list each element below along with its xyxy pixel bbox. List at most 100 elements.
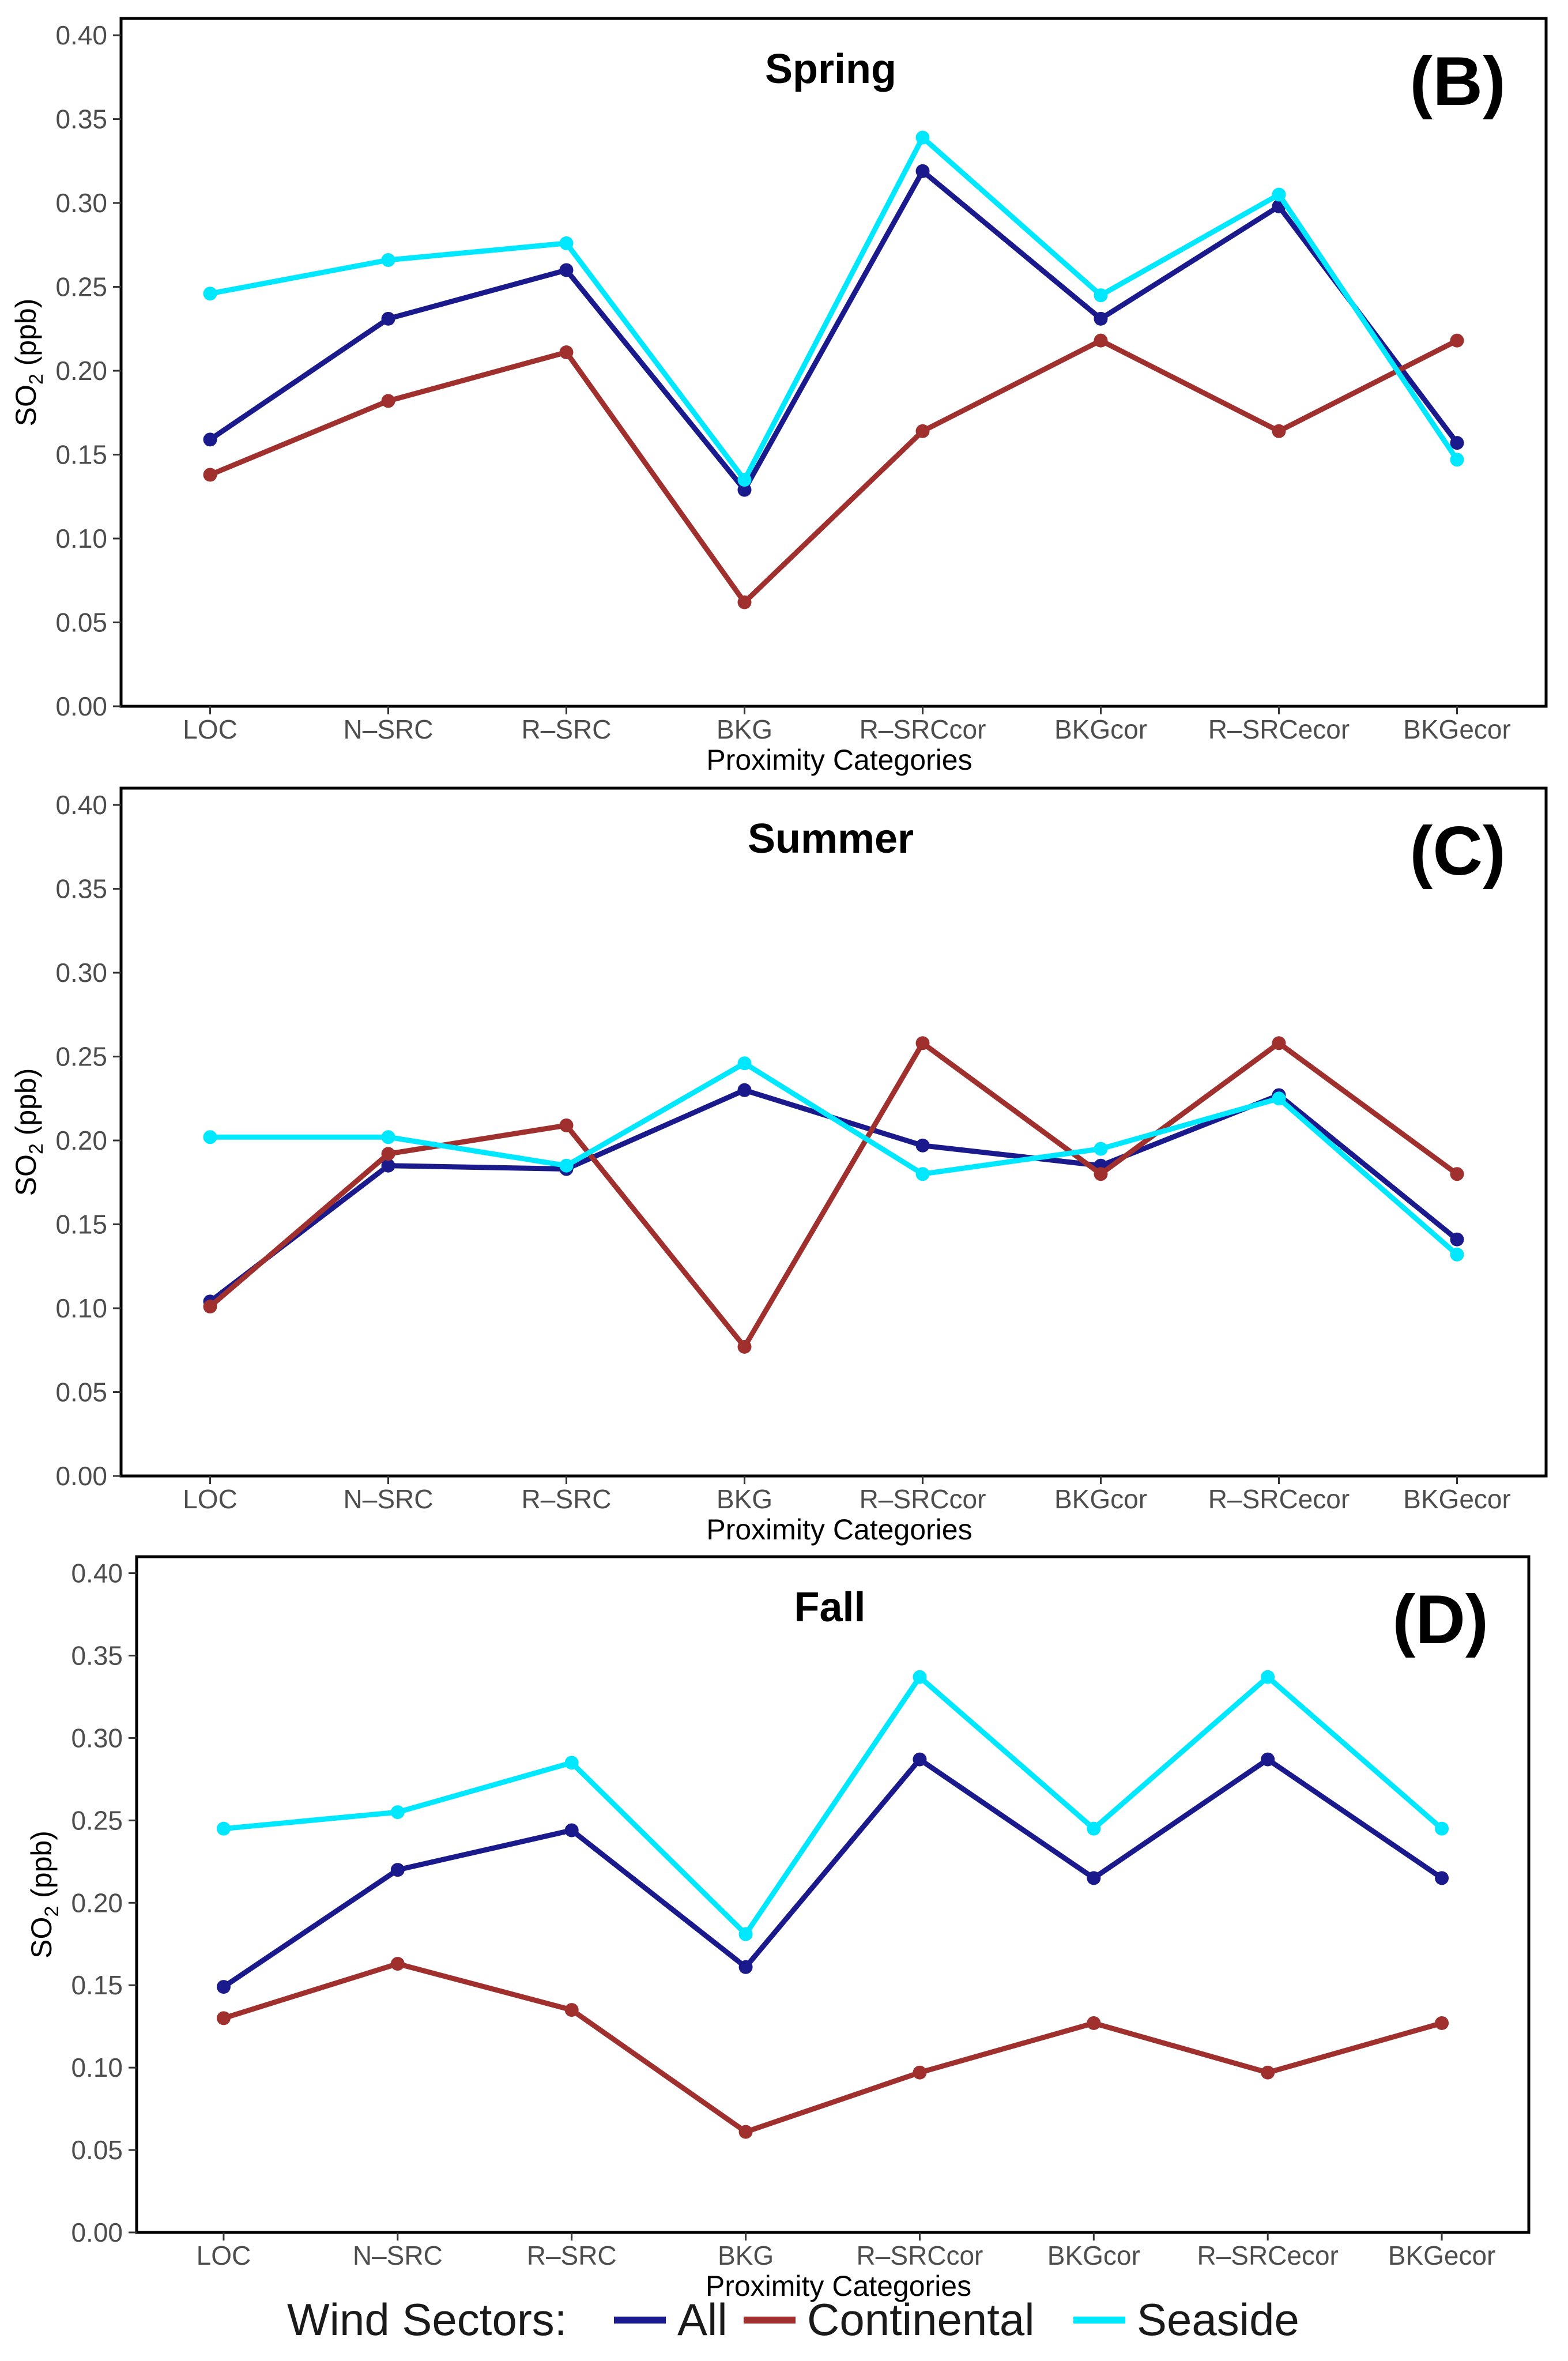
x-tick-label: BKG bbox=[717, 714, 772, 744]
point-all bbox=[1094, 311, 1108, 326]
point-all bbox=[381, 1158, 395, 1173]
y-axis-title-unit: (ppb) bbox=[10, 1068, 42, 1144]
panel-tag: (D) bbox=[1392, 1581, 1488, 1658]
series-all bbox=[216, 1752, 1449, 1994]
y-tick-label: 0.20 bbox=[55, 356, 107, 386]
point-all bbox=[1435, 1871, 1449, 1885]
y-tick-label: 0.40 bbox=[55, 790, 107, 820]
y-axis-title-sub: 2 bbox=[25, 1143, 47, 1154]
x-tick-label: N–SRC bbox=[353, 2240, 443, 2270]
point-all bbox=[381, 311, 395, 326]
x-tick-label: BKG bbox=[718, 2240, 774, 2270]
series-line-continental bbox=[208, 338, 1460, 605]
series-line-continental bbox=[208, 1040, 1460, 1350]
x-tick-label: R–SRCecor bbox=[1208, 714, 1350, 744]
x-tick-label: R–SRCcor bbox=[860, 1484, 986, 1514]
point-seaside bbox=[381, 253, 395, 268]
point-seaside bbox=[1450, 1247, 1464, 1262]
y-tick-label: 0.30 bbox=[55, 958, 107, 988]
y-tick-label: 0.30 bbox=[71, 1723, 123, 1753]
point-continental bbox=[564, 2003, 579, 2017]
series-continental bbox=[216, 1957, 1449, 2139]
series-seaside bbox=[203, 1056, 1464, 1262]
panel-fall: 0.00 0.05 0.10 0.15 0.20 0.25 0.30 0.35 0.40 LOC N… bbox=[25, 1555, 1531, 2302]
series-line-all bbox=[221, 1757, 1445, 1990]
x-axis-title: Proximity Categories bbox=[706, 744, 972, 776]
y-tick-label: 0.25 bbox=[55, 1042, 107, 1072]
x-tick-label: R–SRC bbox=[527, 2240, 617, 2270]
point-continental bbox=[738, 2125, 753, 2139]
point-seaside bbox=[1272, 1091, 1286, 1106]
point-continental bbox=[1261, 2065, 1275, 2080]
y-tick-label: 0.15 bbox=[55, 1210, 107, 1240]
y-tick-label: 0.00 bbox=[55, 1461, 107, 1491]
x-tick-label: BKGcor bbox=[1054, 1484, 1147, 1514]
x-tick-label: R–SRCecor bbox=[1208, 1484, 1350, 1514]
y-tick-label: 0.20 bbox=[71, 1888, 123, 1918]
point-continental bbox=[390, 1957, 405, 1971]
point-all bbox=[913, 1752, 927, 1767]
point-seaside bbox=[738, 1927, 753, 1941]
point-continental bbox=[1450, 333, 1464, 348]
point-continental bbox=[1450, 1167, 1464, 1181]
x-tick-label: R–SRCecor bbox=[1197, 2240, 1338, 2270]
y-axis-title-unit: (ppb) bbox=[25, 1831, 58, 1906]
x-axis-title: Proximity Categories bbox=[706, 1513, 972, 1546]
y-tick-label: 0.35 bbox=[55, 104, 107, 134]
point-seaside bbox=[737, 1056, 752, 1071]
point-continental bbox=[1272, 1036, 1286, 1050]
x-tick-label: R–SRC bbox=[522, 714, 612, 744]
point-seaside bbox=[203, 287, 217, 301]
y-tick-label: 0.05 bbox=[55, 1377, 107, 1407]
point-continental bbox=[216, 2011, 231, 2025]
series-line-continental bbox=[221, 1961, 1445, 2135]
y-tick-label: 0.20 bbox=[55, 1125, 107, 1155]
point-seaside bbox=[915, 1167, 930, 1181]
panel-title: Spring bbox=[765, 46, 896, 92]
y-tick-label: 0.35 bbox=[71, 1641, 123, 1671]
y-axis-title-main: SO bbox=[10, 1154, 42, 1196]
point-seaside bbox=[559, 1158, 574, 1173]
panel-title: Summer bbox=[748, 816, 914, 862]
panel-spring: 0.00 0.05 0.10 0.15 0.20 0.25 0.30 0.35 0.40 LOC N… bbox=[10, 17, 1548, 776]
y-axis-title: SO2 (ppb) bbox=[25, 1831, 63, 1959]
point-all bbox=[1087, 1871, 1101, 1885]
point-continental bbox=[1094, 1167, 1108, 1181]
point-continental bbox=[737, 595, 752, 609]
point-continental bbox=[1087, 2016, 1101, 2030]
x-axis-title: Proximity Categories bbox=[706, 2270, 971, 2302]
y-tick-label: 0.00 bbox=[55, 691, 107, 721]
point-seaside bbox=[913, 1670, 927, 1684]
point-all bbox=[390, 1863, 405, 1877]
point-seaside bbox=[1094, 288, 1108, 303]
point-seaside bbox=[1094, 1142, 1108, 1156]
panel-tag: (C) bbox=[1409, 812, 1506, 890]
y-tick-label: 0.15 bbox=[71, 1970, 123, 2000]
y-tick-label: 0.10 bbox=[71, 2053, 123, 2083]
y-tick-label: 0.25 bbox=[55, 272, 107, 302]
panel-frame bbox=[119, 17, 1548, 708]
x-tick-label: LOC bbox=[183, 1484, 238, 1514]
point-continental bbox=[559, 345, 574, 360]
point-continental bbox=[381, 394, 395, 408]
point-seaside bbox=[915, 130, 930, 145]
point-all bbox=[738, 1960, 753, 1974]
y-tick-label: 0.05 bbox=[55, 608, 107, 638]
y-axis-title-sub: 2 bbox=[41, 1906, 63, 1917]
y-tick-label: 0.30 bbox=[55, 188, 107, 218]
point-seaside bbox=[737, 473, 752, 487]
point-seaside bbox=[1435, 1821, 1449, 1836]
x-tick-label: BKG bbox=[717, 1484, 772, 1514]
y-axis-title-unit: (ppb) bbox=[10, 299, 42, 374]
point-seaside bbox=[1272, 187, 1286, 202]
x-tick-label: R–SRC bbox=[522, 1484, 612, 1514]
point-continental bbox=[1272, 424, 1286, 438]
point-all bbox=[737, 1083, 752, 1097]
point-seaside bbox=[1450, 453, 1464, 467]
series-seaside bbox=[203, 130, 1464, 487]
series-line-seaside bbox=[208, 1060, 1460, 1257]
y-axis-title: SO2 (ppb) bbox=[10, 1068, 47, 1196]
x-tick-label: R–SRCcor bbox=[860, 714, 986, 744]
x-tick-label: BKGecor bbox=[1403, 714, 1511, 744]
